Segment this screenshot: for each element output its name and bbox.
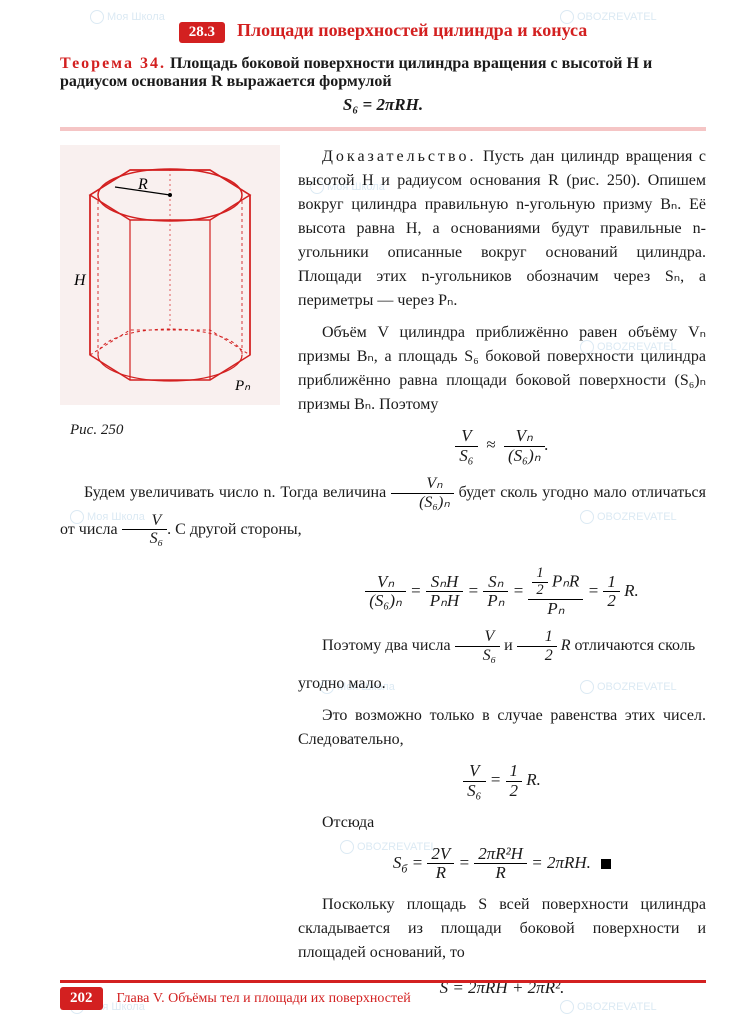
formula-equality: VS₆ = 12 R. [298, 762, 706, 800]
proof-paragraph-4b: угодно мало. [298, 672, 706, 696]
proof-paragraph-3: Будем увеличивать число n. Тогда величин… [60, 475, 706, 547]
divider-rule [60, 127, 706, 131]
footer-rule [60, 980, 706, 983]
page-footer: 202 Глава V. Объёмы тел и площади их пов… [60, 980, 706, 1010]
section-number-badge: 28.3 [179, 22, 225, 43]
proof-paragraph-4: Поэтому два числа VS₆ и 12 R отличаются … [298, 628, 706, 664]
section-title: Площади поверхностей цилиндра и конуса [237, 20, 587, 40]
chapter-label: Глава V. Объёмы тел и площади их поверхн… [117, 991, 411, 1006]
theorem-formula: S₆ = 2πRH. [60, 95, 706, 115]
page-number-badge: 202 [60, 987, 103, 1010]
proof-paragraph-7: Поскольку площадь S всей поверхности цил… [298, 893, 706, 965]
label-Pn: Pₙ [234, 378, 251, 394]
theorem-label: Теорема 34. [60, 55, 166, 72]
proof-paragraph-5: Это возможно только в случае равенства э… [298, 704, 706, 752]
theorem-box: Теорема 34. Площадь боковой поверхности … [60, 55, 706, 115]
formula-final: Sб = 2VR = 2πR²HR = 2πRH. [298, 845, 706, 883]
figure-caption: Рис. 250 [70, 419, 280, 442]
label-R: R [137, 176, 148, 193]
formula-chain: Vₙ(S₆)ₙ = SₙHPₙH = SₙPₙ = 12 PₙRPₙ = 12 … [298, 566, 706, 618]
qed-mark [601, 859, 611, 869]
cylinder-prism-figure: R H Pₙ [60, 145, 280, 405]
section-header: 28.3 Площади поверхностей цилиндра и кон… [60, 20, 706, 43]
proof-label: Доказательство. [322, 148, 476, 165]
proof-paragraph-6: Отсюда [298, 811, 706, 835]
label-H: H [73, 272, 87, 289]
figure-block: R H Pₙ Рис. 250 [60, 145, 280, 442]
